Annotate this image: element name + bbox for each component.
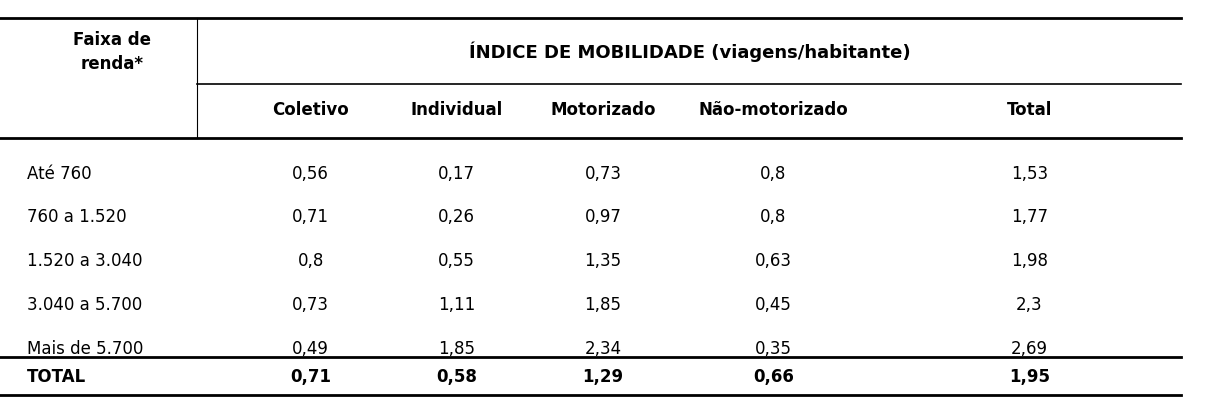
Text: 0,63: 0,63 <box>755 252 792 271</box>
Text: 2,69: 2,69 <box>1011 340 1047 358</box>
Text: 760 a 1.520: 760 a 1.520 <box>27 208 127 227</box>
Text: 1,29: 1,29 <box>582 368 624 386</box>
Text: 0,8: 0,8 <box>760 208 787 227</box>
Text: 0,71: 0,71 <box>292 208 329 227</box>
Text: 0,45: 0,45 <box>755 296 792 314</box>
Text: TOTAL: TOTAL <box>27 368 86 386</box>
Text: Motorizado: Motorizado <box>551 101 655 119</box>
Text: 0,66: 0,66 <box>753 368 794 386</box>
Text: 1,11: 1,11 <box>438 296 475 314</box>
Text: 1.520 a 3.040: 1.520 a 3.040 <box>27 252 143 271</box>
Text: 0,97: 0,97 <box>585 208 621 227</box>
Text: 0,73: 0,73 <box>292 296 329 314</box>
Text: 0,56: 0,56 <box>292 164 329 183</box>
Text: Não-motorizado: Não-motorizado <box>699 101 848 119</box>
Text: 0,49: 0,49 <box>292 340 329 358</box>
Text: 2,3: 2,3 <box>1016 296 1043 314</box>
Text: Mais de 5.700: Mais de 5.700 <box>27 340 144 358</box>
Text: 1,85: 1,85 <box>585 296 621 314</box>
Text: Individual: Individual <box>410 101 503 119</box>
Text: 1,98: 1,98 <box>1011 252 1047 271</box>
Text: 0,58: 0,58 <box>436 368 477 386</box>
Text: Total: Total <box>1006 101 1052 119</box>
Text: 1,77: 1,77 <box>1011 208 1047 227</box>
Text: 0,55: 0,55 <box>438 252 475 271</box>
Text: 1,85: 1,85 <box>438 340 475 358</box>
Text: 2,34: 2,34 <box>585 340 621 358</box>
Text: 1,35: 1,35 <box>585 252 621 271</box>
Text: ÍNDICE DE MOBILIDADE (viagens/habitante): ÍNDICE DE MOBILIDADE (viagens/habitante) <box>469 41 910 62</box>
Text: 0,17: 0,17 <box>438 164 475 183</box>
Text: 0,8: 0,8 <box>297 252 324 271</box>
Text: 0,71: 0,71 <box>290 368 331 386</box>
Text: 0,35: 0,35 <box>755 340 792 358</box>
Text: 1,53: 1,53 <box>1011 164 1047 183</box>
Text: 3.040 a 5.700: 3.040 a 5.700 <box>27 296 143 314</box>
Text: Faixa de
renda*: Faixa de renda* <box>73 31 151 73</box>
Text: Até 760: Até 760 <box>27 164 91 183</box>
Text: Coletivo: Coletivo <box>272 101 350 119</box>
Text: 0,8: 0,8 <box>760 164 787 183</box>
Text: 1,95: 1,95 <box>1009 368 1050 386</box>
Text: 0,26: 0,26 <box>438 208 475 227</box>
Text: 0,73: 0,73 <box>585 164 621 183</box>
